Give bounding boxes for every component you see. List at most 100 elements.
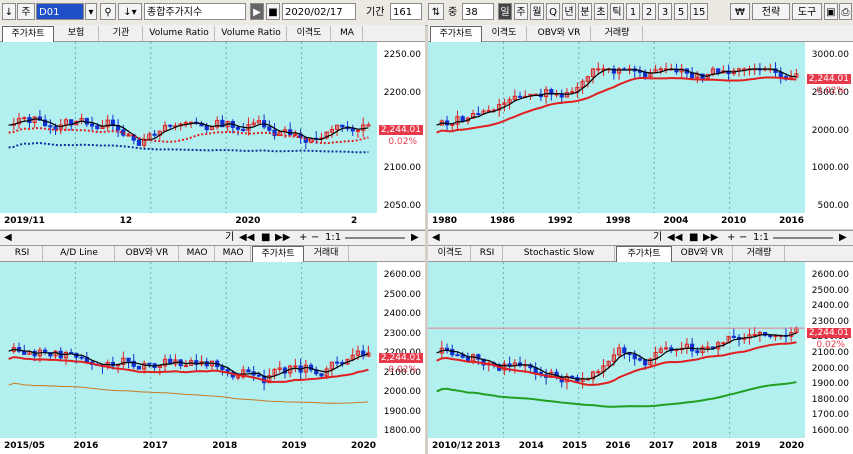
interval-button[interactable]: 1 (626, 3, 640, 20)
won-button[interactable]: ₩ (730, 3, 750, 20)
stock-name-field[interactable]: 종합주가지수 (144, 3, 246, 20)
zoom-slider[interactable] (345, 237, 405, 239)
code-input[interactable]: D01 (36, 3, 84, 20)
scroll-left-icon[interactable]: ◀ (4, 232, 12, 243)
interval-button[interactable]: 분 (578, 3, 592, 20)
moving-average-line (8, 382, 369, 404)
interval-button[interactable]: 년 (562, 3, 576, 20)
candle-body (152, 133, 157, 136)
ratio-label[interactable]: 1:1 (753, 232, 770, 243)
tab-0[interactable]: 주가차트 (2, 26, 54, 42)
chart-type-glyph[interactable]: 기 (653, 232, 663, 243)
tab-2[interactable]: OBV와 VR (116, 246, 179, 261)
candle-body (350, 128, 355, 132)
tab-3[interactable]: Volume Ratio (144, 26, 215, 41)
y-tick-label: 2500.00 (811, 87, 849, 98)
interval-button[interactable]: Q (546, 3, 560, 20)
period-input[interactable]: 161 (390, 3, 422, 20)
tab-1[interactable]: RSI (472, 246, 503, 261)
candle-body (585, 76, 590, 82)
tab-0[interactable]: 주가차트 (430, 26, 482, 42)
candle-body (121, 357, 126, 365)
candle-body (497, 104, 502, 111)
forward-icon[interactable]: ▶▶ (703, 232, 719, 243)
play-icon[interactable]: ▶ (250, 3, 264, 20)
candlestick-chart[interactable] (0, 42, 377, 213)
zoom-out-icon[interactable]: − (739, 232, 748, 243)
candlestick-chart[interactable] (428, 262, 805, 438)
chart-type-glyph[interactable]: 기 (225, 232, 235, 243)
stop-icon[interactable]: ■ (689, 232, 699, 243)
y-tick-label: 1800.00 (383, 426, 421, 436)
stop-icon[interactable]: ■ (266, 3, 280, 20)
x-tick-label: 1998 (605, 216, 631, 226)
candle-body (235, 376, 241, 379)
tab-2[interactable]: Stochastic Slow (504, 246, 615, 261)
interval-button[interactable]: 월 (530, 3, 544, 20)
save-icon[interactable]: ▣ (824, 3, 838, 20)
candle-body (611, 354, 617, 362)
chart-pane-top-left[interactable]: 주가차트 보험 기관 Volume Ratio Volume Ratio 이격도 MA 225… (0, 25, 425, 229)
zoom-slider[interactable] (773, 237, 833, 239)
scroll-right-icon[interactable]: ▶ (839, 232, 847, 243)
tab-4[interactable]: OBV와 VR (672, 246, 733, 261)
tools-button[interactable]: 도구 (792, 3, 822, 20)
period-label: 기간 (366, 7, 385, 18)
code-dropdown-icon[interactable]: ▾ (85, 3, 97, 20)
interval-button[interactable]: 일 (498, 3, 512, 20)
interval-button[interactable]: 15 (690, 3, 708, 20)
candle-body (716, 68, 721, 74)
chart-pane-bottom-left[interactable]: RSI A/D Line OBV와 VR MAO MAO 주가차트 거래대 2600.00 25… (0, 245, 425, 454)
zoom-out-icon[interactable]: − (311, 232, 320, 243)
candle-body (622, 347, 627, 354)
spin-icon[interactable]: ⇅ (428, 3, 444, 20)
strategy-button[interactable]: 전략 (752, 3, 790, 20)
chart-pane-top-right[interactable]: 주가차트 이격도 OBV와 VR 거래량 3000.00 2500.00 2000.00 10… (428, 25, 853, 229)
tab-4[interactable]: Volume Ratio (216, 26, 287, 41)
current-price-label: 2,244.01 (806, 73, 851, 84)
count-input[interactable]: 38 (462, 3, 494, 20)
tab-6[interactable]: 거래대 (304, 246, 349, 261)
tab-1[interactable]: 보험 (54, 26, 99, 41)
rewind-icon[interactable]: ◀◀ (239, 232, 255, 243)
chart-pane-bottom-right[interactable]: 이격도 RSI Stochastic Slow 주가차트 OBV와 VR 거래량 2600.… (428, 245, 853, 454)
tab-5[interactable]: 주가차트 (252, 246, 304, 262)
print-icon[interactable]: ⎙ (839, 3, 852, 20)
x-tick-label: 1986 (489, 216, 515, 226)
tab-0[interactable]: 이격도 (430, 246, 471, 261)
arrow-down-button[interactable]: ↓ (2, 3, 16, 20)
scroll-right-icon[interactable]: ▶ (411, 232, 419, 243)
interval-button[interactable]: 3 (658, 3, 672, 20)
change-percent-label: 0.02% (388, 136, 417, 147)
interval-button[interactable]: 5 (674, 3, 688, 20)
date-input[interactable]: 2020/02/17 (282, 3, 356, 20)
tab-5[interactable]: 거래량 (734, 246, 785, 261)
tab-3[interactable]: MAO (180, 246, 215, 261)
tab-1[interactable]: 이격도 (482, 26, 527, 41)
tab-0[interactable]: RSI (2, 246, 43, 261)
tab-1[interactable]: A/D Line (44, 246, 115, 261)
candlestick-chart[interactable] (0, 262, 377, 438)
interval-button[interactable]: 2 (642, 3, 656, 20)
rewind-icon[interactable]: ◀◀ (667, 232, 683, 243)
scroll-left-icon[interactable]: ◀ (432, 232, 440, 243)
search-icon[interactable]: ⚲ (100, 3, 116, 20)
forward-icon[interactable]: ▶▶ (275, 232, 291, 243)
tab-6[interactable]: MA (332, 26, 363, 41)
candlestick-chart[interactable] (428, 42, 805, 213)
interval-button[interactable]: 주 (514, 3, 528, 20)
market-button[interactable]: 주 (17, 3, 35, 20)
interval-button[interactable]: 틱 (610, 3, 624, 20)
zoom-in-icon[interactable]: + (727, 232, 736, 243)
stop-icon[interactable]: ■ (261, 232, 271, 243)
tab-5[interactable]: 이격도 (288, 26, 331, 41)
tab-3[interactable]: 거래량 (592, 26, 643, 41)
tab-3[interactable]: 주가차트 (616, 246, 672, 262)
ratio-label[interactable]: 1:1 (325, 232, 342, 243)
tab-2[interactable]: OBV와 VR (528, 26, 591, 41)
zoom-in-icon[interactable]: + (299, 232, 308, 243)
sort-icon[interactable]: ↓▾ (118, 3, 142, 20)
tab-4[interactable]: MAO (216, 246, 251, 261)
interval-button[interactable]: 초 (594, 3, 608, 20)
tab-2[interactable]: 기관 (100, 26, 143, 41)
